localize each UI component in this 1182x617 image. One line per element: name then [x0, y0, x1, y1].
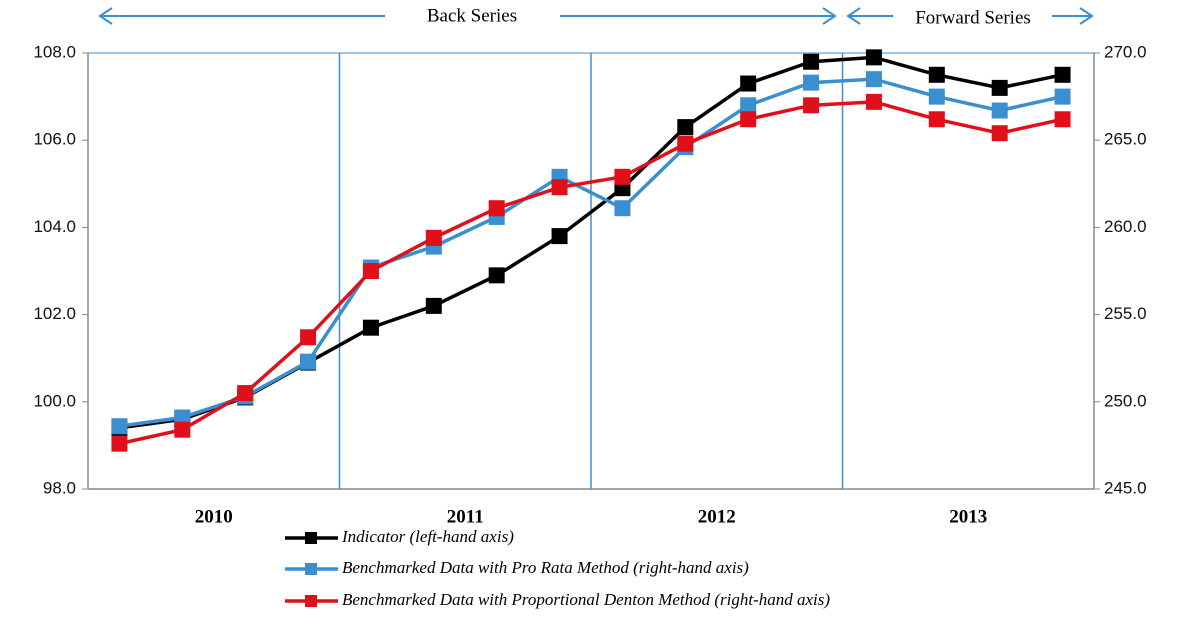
- annotation: Back Series: [427, 5, 517, 26]
- legend-marker: [305, 563, 317, 575]
- legend-marker: [305, 532, 317, 544]
- y2-tick-label: 255.0: [1104, 304, 1147, 323]
- y-tick-label: 98.0: [43, 478, 76, 497]
- y-tick-label: 106.0: [33, 130, 76, 149]
- marker: [803, 74, 820, 91]
- marker: [1054, 66, 1071, 83]
- year-label: 2012: [698, 506, 736, 527]
- marker: [991, 102, 1008, 119]
- annotation: Forward Series: [915, 7, 1031, 28]
- legend-marker: [305, 595, 317, 607]
- marker: [991, 79, 1008, 96]
- marker: [928, 88, 945, 105]
- series-line: [119, 77, 1063, 428]
- marker: [111, 435, 128, 452]
- marker: [928, 111, 945, 128]
- y2-tick-label: 270.0: [1104, 42, 1147, 61]
- marker: [174, 409, 191, 426]
- marker: [111, 418, 128, 435]
- marker: [488, 200, 505, 217]
- marker: [803, 53, 820, 70]
- marker: [614, 200, 631, 217]
- series-line: [119, 100, 1063, 446]
- y-tick-label: 108.0: [33, 42, 76, 61]
- marker: [928, 66, 945, 83]
- legend-label: Indicator (left-hand axis): [341, 527, 514, 546]
- y2-tick-label: 250.0: [1104, 391, 1147, 410]
- year-label: 2011: [447, 506, 484, 527]
- marker: [1054, 88, 1071, 105]
- year-label: 2010: [195, 506, 233, 527]
- legend-label: Benchmarked Data with Proportional Dento…: [342, 590, 830, 609]
- marker: [425, 229, 442, 246]
- marker: [865, 71, 882, 88]
- marker: [677, 119, 694, 136]
- y-tick-label: 104.0: [33, 217, 76, 236]
- marker: [865, 49, 882, 66]
- marker: [1054, 111, 1071, 128]
- marker: [362, 319, 379, 336]
- marker: [488, 267, 505, 284]
- y2-tick-label: 245.0: [1104, 478, 1147, 497]
- y2-tick-label: 265.0: [1104, 130, 1147, 149]
- marker: [237, 385, 254, 402]
- annotation-arrows: [98, 7, 1094, 25]
- year-label: 2013: [949, 506, 987, 527]
- marker: [740, 97, 757, 114]
- marker: [174, 421, 191, 438]
- marker: [803, 97, 820, 114]
- marker: [991, 125, 1008, 142]
- marker: [740, 111, 757, 128]
- marker: [362, 263, 379, 279]
- marker: [300, 329, 317, 346]
- marker: [677, 135, 694, 152]
- y2-tick-label: 260.0: [1104, 217, 1147, 236]
- marker: [865, 93, 882, 110]
- marker: [551, 179, 568, 196]
- marker: [614, 168, 631, 185]
- legend-label: Benchmarked Data with Pro Rata Method (r…: [342, 558, 749, 577]
- y-tick-label: 100.0: [33, 391, 76, 410]
- marker: [425, 297, 442, 314]
- marker: [551, 228, 568, 245]
- marker: [740, 75, 757, 92]
- y-tick-label: 102.0: [33, 304, 76, 323]
- marker: [300, 353, 317, 370]
